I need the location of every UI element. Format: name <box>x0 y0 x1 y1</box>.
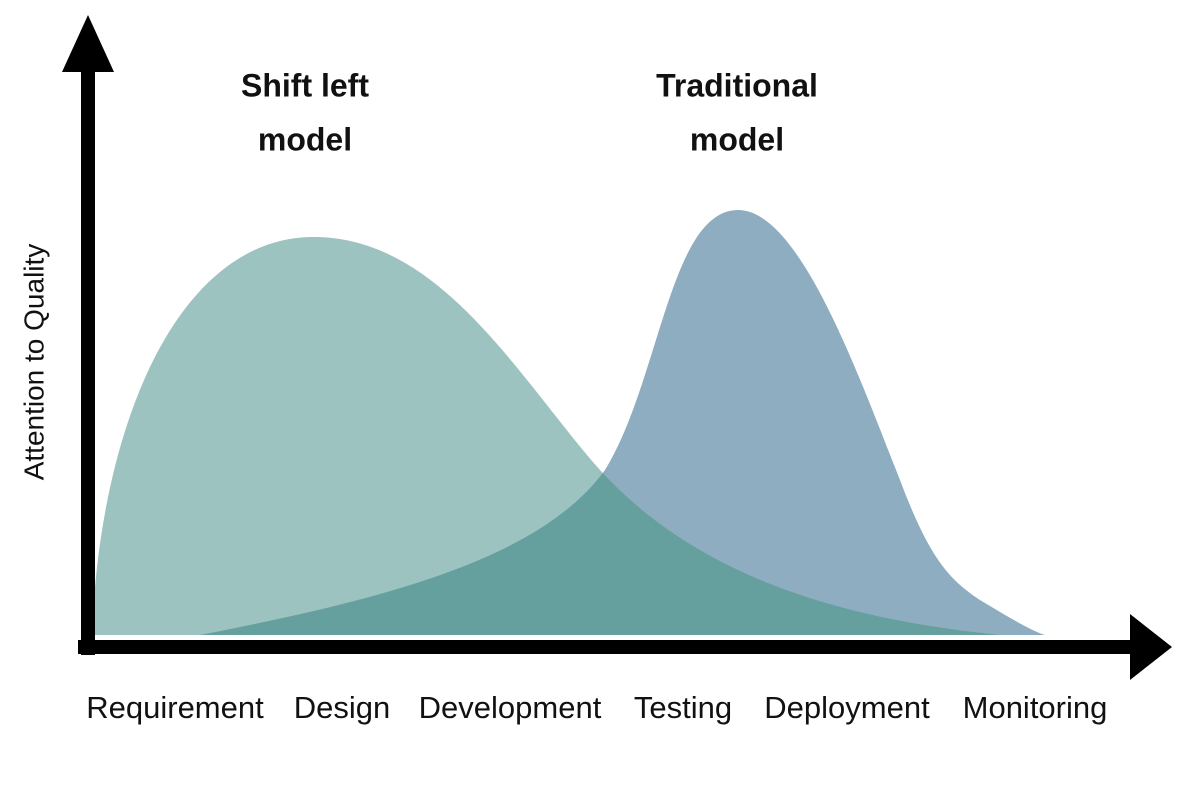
model-label: model <box>258 121 352 157</box>
y-axis-arrow <box>62 15 114 72</box>
phase-label: Testing <box>634 690 732 725</box>
phase-label: Requirement <box>86 690 264 725</box>
model-label: Traditional <box>656 67 818 103</box>
y-axis-label: Attention to Quality <box>18 244 49 481</box>
shift-left-curve <box>92 236 1000 636</box>
x-axis-arrow <box>1130 614 1172 680</box>
phase-label: Monitoring <box>963 690 1108 725</box>
model-label: model <box>690 121 784 157</box>
phase-label: Development <box>419 690 602 725</box>
traditional-curve <box>200 209 1045 635</box>
model-label: Shift left <box>241 67 369 103</box>
phase-label: Design <box>294 690 391 725</box>
phase-label: Deployment <box>764 690 930 725</box>
